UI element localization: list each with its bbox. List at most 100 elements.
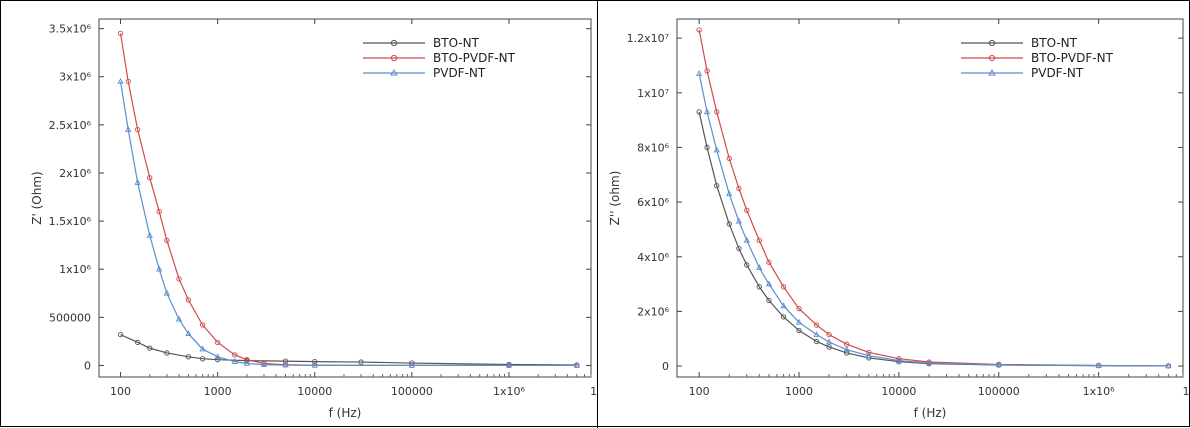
data-point <box>703 108 711 115</box>
data-point <box>358 359 364 365</box>
x-axis-label: f (Hz) <box>329 406 362 420</box>
x-tick-label: 1000 <box>204 385 232 398</box>
y-tick-label: 1x10⁶ <box>59 263 92 276</box>
series-line <box>698 29 1169 367</box>
legend-entry: BTO-NT <box>1031 36 1078 50</box>
data-point <box>231 358 238 364</box>
data-point <box>243 359 251 366</box>
series-bto-nt <box>696 109 1172 369</box>
series-bto-nt <box>117 332 580 368</box>
legend-entry: PVDF-NT <box>1031 66 1084 80</box>
y-tick-label: 1.2x10⁷ <box>627 32 669 45</box>
y-tick-label: 0 <box>662 360 669 373</box>
legend-entry: PVDF-NT <box>433 66 486 80</box>
series-pvdf-nt <box>117 78 580 368</box>
series-line <box>698 111 1169 367</box>
data-point <box>1095 362 1102 368</box>
data-point <box>134 339 141 346</box>
data-point <box>766 259 772 265</box>
data-point <box>895 357 903 363</box>
data-point <box>756 264 763 270</box>
data-point <box>736 185 742 192</box>
x-tick-label: 100000 <box>978 385 1020 398</box>
data-point <box>185 330 192 336</box>
series-pvdf-nt <box>695 70 1172 369</box>
data-point <box>765 280 773 287</box>
data-point <box>780 302 787 309</box>
data-point <box>147 345 153 351</box>
data-point <box>714 183 720 189</box>
y-axis-label: Z' (Ohm) <box>30 171 44 224</box>
data-point <box>185 297 192 303</box>
data-point <box>714 109 720 115</box>
data-point <box>199 345 206 352</box>
data-point <box>713 146 720 153</box>
data-point <box>826 331 832 338</box>
data-point <box>185 354 192 360</box>
y-tick-label: 2x10⁶ <box>637 305 670 318</box>
legend-entry: BTO-PVDF-NT <box>433 51 516 65</box>
series-bto-pvdf-nt <box>696 27 1172 369</box>
legend-marker <box>390 39 398 47</box>
series-line <box>698 73 1169 367</box>
legend-entry: BTO-PVDF-NT <box>1031 51 1114 65</box>
data-point <box>260 361 268 367</box>
x-tick-label: 100 <box>689 385 710 398</box>
x-tick-label: 1x10⁶ <box>493 385 526 398</box>
chart-z-real: 100 1000 10000 100000 1x10⁶ 1x10⁷ 0 500000 1x10⁶… <box>30 18 597 420</box>
y-tick-label: 500000 <box>49 311 91 324</box>
y-tick-label: 4x10⁶ <box>637 251 670 264</box>
data-point <box>726 221 732 227</box>
data-point <box>726 155 732 162</box>
data-point <box>766 297 772 304</box>
x-tick-label: 1000 <box>785 385 813 398</box>
data-point <box>780 284 787 290</box>
data-point <box>925 359 933 366</box>
y-tick-label: 6x10⁶ <box>637 196 670 209</box>
data-point <box>743 236 750 243</box>
y-tick-label: 3.5x10⁶ <box>49 23 92 36</box>
x-tick-label: 1x10⁷ <box>590 385 597 398</box>
x-tick-label: 100 <box>110 385 131 398</box>
data-point <box>695 70 703 76</box>
data-point <box>825 338 833 345</box>
data-point <box>163 289 171 296</box>
y-tick-label: 2.5x10⁶ <box>49 119 92 132</box>
data-point <box>865 352 872 358</box>
data-point <box>796 327 802 334</box>
y-tick-label: 0 <box>84 359 91 372</box>
panel-divider <box>597 1 598 428</box>
y-tick-label: 1x10⁷ <box>637 87 669 100</box>
data-point <box>866 349 872 356</box>
data-point <box>134 127 141 133</box>
x-tick-label: 10000 <box>297 385 332 398</box>
data-point <box>214 339 221 346</box>
data-point <box>244 357 250 363</box>
data-point <box>134 179 141 185</box>
data-point <box>214 353 221 360</box>
data-point <box>312 358 318 365</box>
data-point <box>780 314 787 320</box>
plot-frame <box>98 18 592 378</box>
data-point <box>736 245 742 252</box>
data-point <box>117 332 124 338</box>
data-point <box>282 361 289 368</box>
data-point <box>796 306 802 312</box>
data-point <box>756 237 762 244</box>
plot-frame <box>676 18 1184 378</box>
y-axis-label: Z'' (ohm) <box>608 171 622 226</box>
data-point <box>408 361 415 368</box>
data-point <box>175 315 183 322</box>
legend-marker <box>988 39 996 47</box>
y-tick-label: 2x10⁶ <box>59 167 92 180</box>
data-point <box>995 361 1002 368</box>
data-point <box>726 190 733 197</box>
data-point <box>214 357 221 363</box>
x-tick-label: 10000 <box>881 385 916 398</box>
data-point <box>125 126 132 132</box>
x-axis-label: f (Hz) <box>914 406 947 420</box>
data-point <box>744 262 750 268</box>
data-point <box>813 331 820 337</box>
series-line <box>120 334 577 366</box>
